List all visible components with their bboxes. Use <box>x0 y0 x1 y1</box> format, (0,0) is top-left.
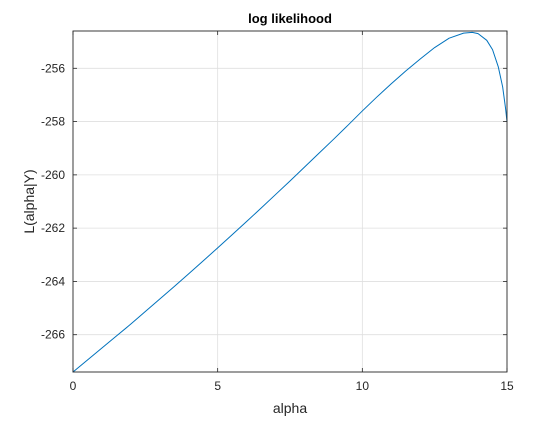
x-tick-label: 15 <box>500 379 514 393</box>
x-tick-label: 5 <box>214 379 221 393</box>
x-tick-label: 0 <box>70 379 77 393</box>
plot-area <box>73 31 507 372</box>
y-tick-label: -260 <box>41 168 65 182</box>
y-tick-label: -262 <box>41 221 65 235</box>
y-tick-label: -256 <box>41 61 65 75</box>
y-tick-label: -264 <box>41 274 65 288</box>
y-axis-label: L(alpha|Y) <box>21 169 37 233</box>
x-tick-label: 10 <box>356 379 370 393</box>
axes-box <box>72 30 508 373</box>
tick-layer: 0 5 10 15 -266 -264 -262 -260 -258 -256 <box>41 31 514 393</box>
x-axis-label: alpha <box>273 400 307 416</box>
series-layer <box>72 31 508 373</box>
grid-layer <box>73 31 507 372</box>
y-tick-label: -266 <box>41 328 65 342</box>
chart-title: log likelihood <box>248 11 332 26</box>
series-line <box>72 31 508 373</box>
y-tick-label: -258 <box>41 115 65 129</box>
